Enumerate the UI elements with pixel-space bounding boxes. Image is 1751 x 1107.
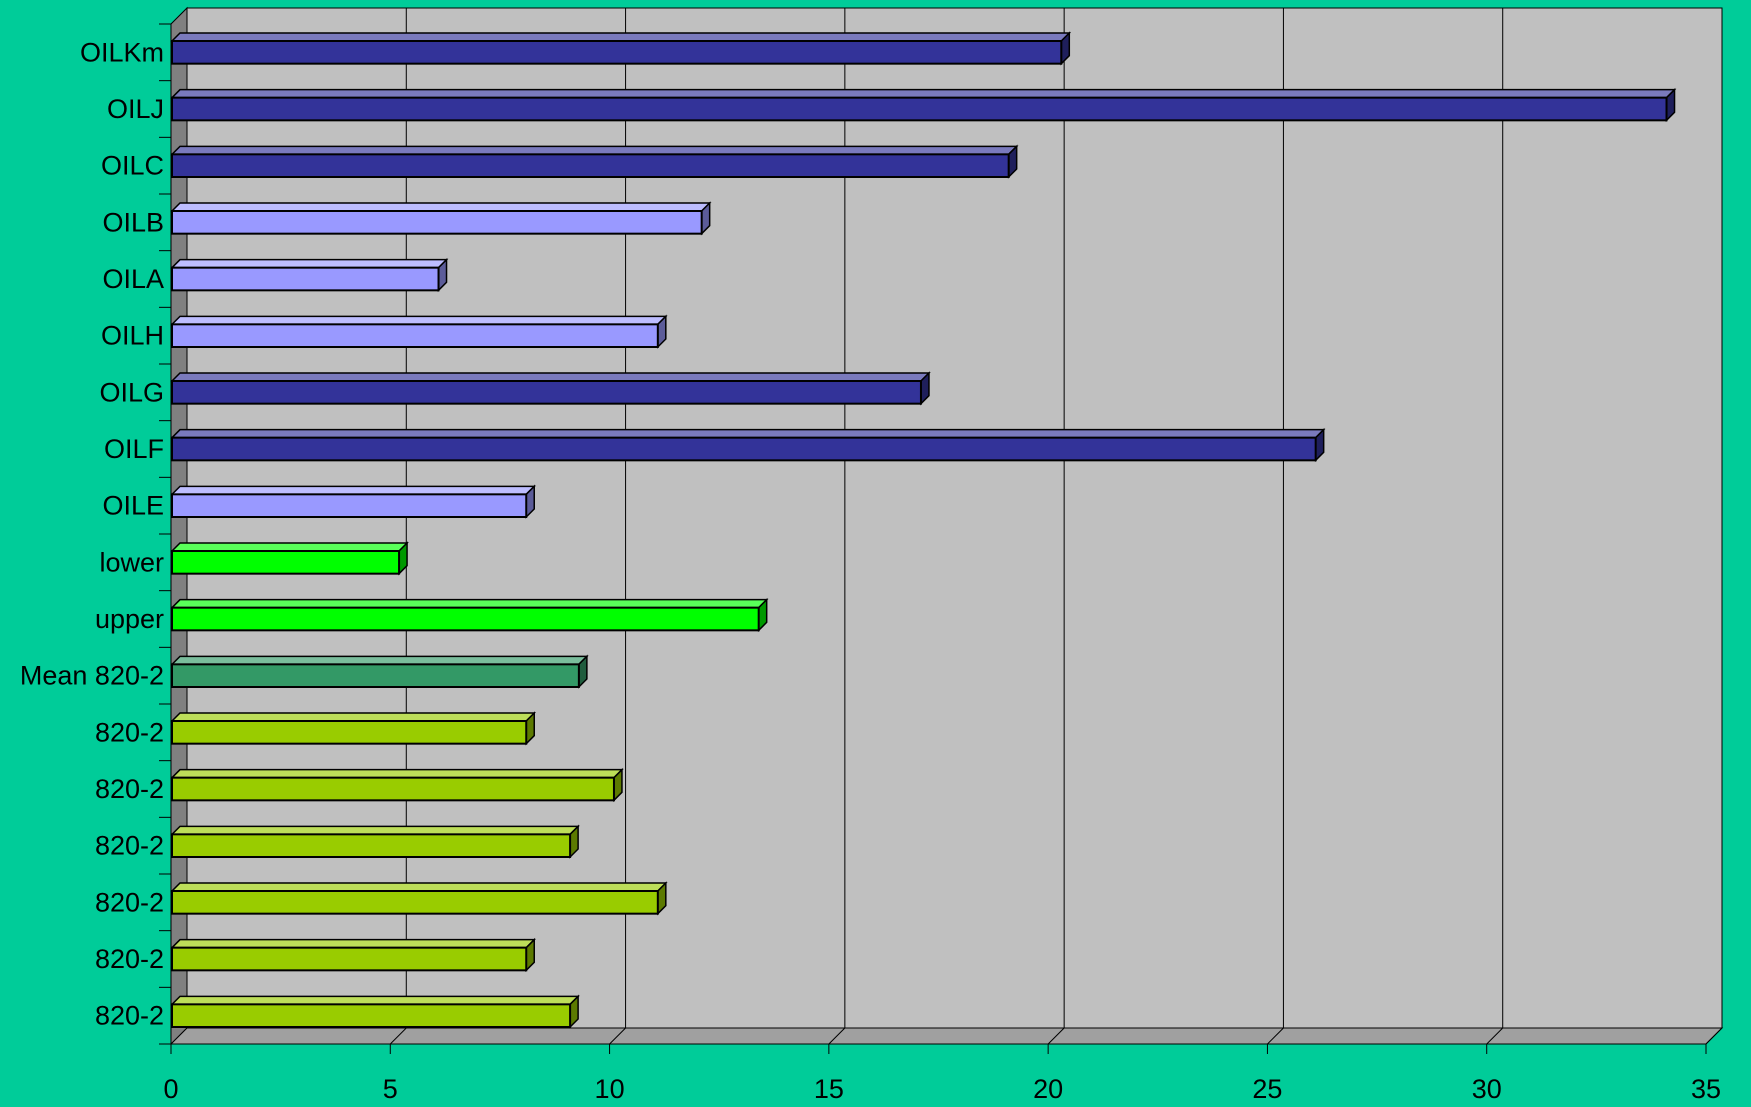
category-label-12: 820-2 — [95, 717, 164, 747]
category-label-10: upper — [95, 604, 164, 634]
bar-top-11 — [170, 655, 589, 666]
category-label-16: 820-2 — [95, 944, 164, 974]
bar-9 — [171, 550, 401, 575]
bar-top-13 — [170, 768, 624, 779]
x-tick-label-1: 5 — [383, 1074, 398, 1102]
category-label-13: 820-2 — [95, 774, 164, 804]
bar-top-10 — [170, 598, 769, 609]
x-tick-label-6: 30 — [1472, 1074, 1502, 1102]
x-tick-label-7: 35 — [1691, 1074, 1721, 1102]
bar-top-12 — [170, 712, 537, 722]
floor-gridline-2 — [609, 1027, 626, 1045]
bar-top-0 — [170, 32, 1072, 42]
category-label-2: OILC — [101, 151, 164, 181]
bar-top-15 — [170, 882, 668, 892]
bar-top-3 — [170, 202, 712, 212]
bar-16 — [171, 946, 528, 972]
bar-top-1 — [170, 88, 1677, 99]
category-label-17: 820-2 — [95, 1001, 164, 1031]
bar-top-2 — [170, 145, 1019, 156]
category-label-4: OILA — [102, 264, 164, 294]
floor-gridline-6 — [1486, 1027, 1504, 1045]
category-label-15: 820-2 — [95, 887, 164, 917]
category-label-5: OILH — [101, 321, 164, 351]
floor-gridline-7 — [1705, 1027, 1723, 1045]
category-label-6: OILG — [99, 377, 164, 407]
bar-top-17 — [170, 995, 580, 1006]
floor-gridline-4 — [1047, 1027, 1065, 1045]
bar-top-14 — [170, 825, 580, 836]
x-tick-label-3: 15 — [814, 1074, 844, 1102]
x-tick-label-0: 0 — [163, 1074, 178, 1102]
bar-11 — [171, 663, 580, 688]
bar-17 — [171, 1003, 572, 1028]
x-tick-label-5: 25 — [1252, 1074, 1282, 1102]
x-tick-label-4: 20 — [1033, 1074, 1063, 1102]
category-label-1: OILJ — [107, 94, 164, 124]
category-label-0: OILKm — [80, 37, 164, 67]
floor-gridline-3 — [828, 1027, 846, 1045]
bar-5 — [171, 323, 659, 349]
bar-0 — [171, 40, 1063, 65]
bar-10 — [171, 606, 760, 632]
bar-top-6 — [170, 372, 931, 382]
bar-12 — [171, 720, 528, 745]
bar-top-9 — [170, 542, 409, 552]
bar-top-4 — [170, 258, 449, 269]
category-label-3: OILB — [102, 207, 164, 237]
bar-3 — [171, 210, 703, 235]
bar-6 — [171, 380, 922, 405]
bar-top-5 — [170, 315, 668, 326]
bar-14 — [171, 833, 572, 858]
bar-15 — [171, 890, 659, 915]
bar-13 — [171, 776, 615, 802]
bar-4 — [171, 266, 440, 292]
x-tick-label-2: 10 — [595, 1074, 625, 1102]
category-label-9: lower — [99, 547, 164, 577]
category-label-11: Mean 820-2 — [20, 661, 164, 691]
floor-gridline-1 — [389, 1027, 407, 1045]
bar-1 — [171, 96, 1668, 122]
bar-top-16 — [170, 938, 537, 949]
bar-top-8 — [170, 485, 537, 496]
category-label-7: OILF — [104, 434, 164, 464]
bar-top-7 — [170, 428, 1326, 439]
bar-8 — [171, 493, 528, 519]
category-label-14: 820-2 — [95, 831, 164, 861]
bar-2 — [171, 153, 1010, 178]
bar-7 — [171, 436, 1317, 462]
category-label-8: OILE — [102, 491, 164, 521]
floor-gridline-5 — [1267, 1027, 1284, 1045]
